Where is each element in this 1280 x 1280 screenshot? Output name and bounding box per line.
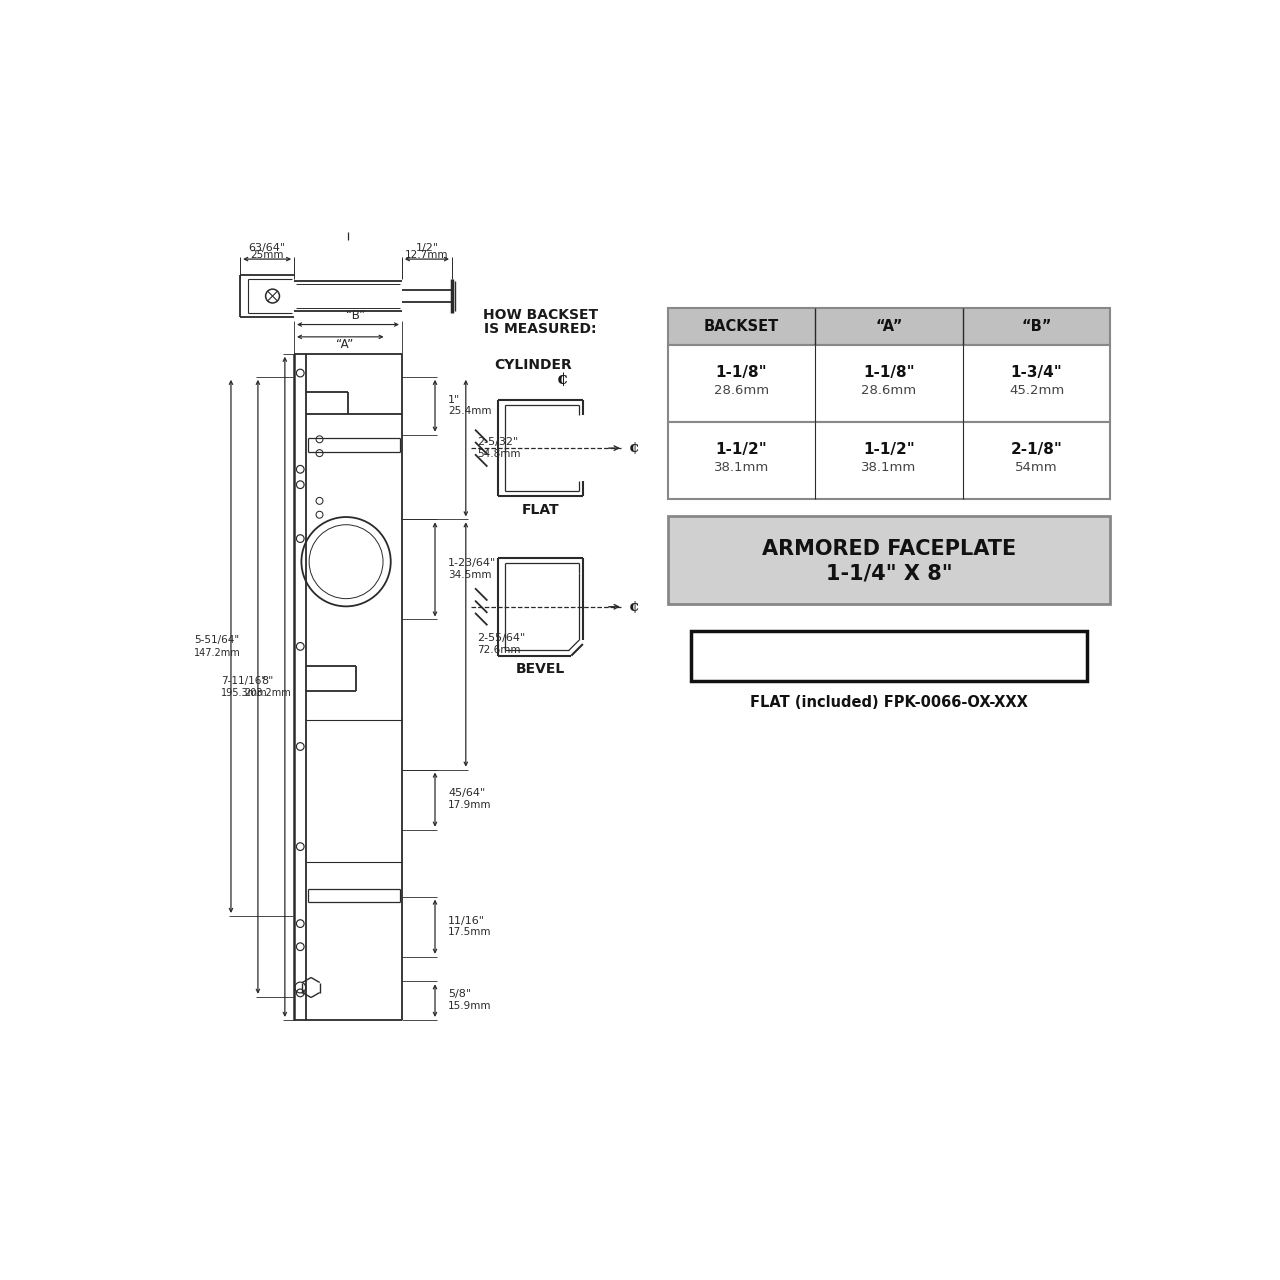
Text: IS MEASURED:: IS MEASURED: [484, 323, 596, 337]
Text: 38.1mm: 38.1mm [861, 461, 916, 475]
Text: ¢: ¢ [557, 371, 568, 388]
Text: “B”: “B” [346, 308, 365, 321]
Text: BACKSET: BACKSET [704, 319, 780, 334]
Text: 11/16": 11/16" [448, 915, 485, 925]
Text: ARMORED FACEPLATE: ARMORED FACEPLATE [762, 539, 1016, 559]
Text: 1-1/2": 1-1/2" [716, 442, 767, 457]
Text: 15.9mm: 15.9mm [448, 1001, 492, 1011]
Text: 1-1/2": 1-1/2" [863, 442, 915, 457]
Text: 63/64": 63/64" [248, 242, 285, 252]
Text: ¢: ¢ [628, 600, 640, 613]
Text: 28.6mm: 28.6mm [861, 384, 916, 397]
Text: 17.9mm: 17.9mm [448, 800, 492, 810]
Text: 203.2mm: 203.2mm [244, 687, 292, 698]
Text: “A”: “A” [876, 319, 902, 334]
Text: 1-3/4": 1-3/4" [1011, 365, 1062, 380]
Text: 54mm: 54mm [1015, 461, 1057, 475]
Text: 1-1/8": 1-1/8" [863, 365, 915, 380]
Text: 195.3mm: 195.3mm [220, 687, 268, 698]
Text: 25mm: 25mm [251, 250, 284, 260]
Text: FLAT: FLAT [522, 503, 559, 517]
Text: 5/8": 5/8" [448, 989, 471, 1000]
Bar [668, 344, 1110, 421]
Text: 2-1/8": 2-1/8" [1011, 442, 1062, 457]
Text: 5-51/64": 5-51/64" [195, 635, 239, 645]
Text: 28.6mm: 28.6mm [714, 384, 769, 397]
Text: 1-23/64": 1-23/64" [448, 558, 497, 568]
Bar [668, 421, 1110, 498]
Text: 45.2mm: 45.2mm [1009, 384, 1064, 397]
Text: 1-1/8": 1-1/8" [716, 365, 767, 380]
Text: FLAT (included) FPK-0066-OX-XXX: FLAT (included) FPK-0066-OX-XXX [750, 695, 1028, 710]
Text: 34.5mm: 34.5mm [448, 570, 492, 580]
Text: BEVEL: BEVEL [516, 663, 566, 677]
Text: 147.2mm: 147.2mm [193, 648, 241, 658]
Text: 45/64": 45/64" [448, 788, 485, 799]
Text: 38.1mm: 38.1mm [714, 461, 769, 475]
Text: 25.4mm: 25.4mm [448, 406, 492, 416]
Bar [668, 307, 1110, 344]
Text: HOW BACKSET: HOW BACKSET [483, 308, 598, 323]
Text: 7-11/16": 7-11/16" [221, 676, 266, 686]
Text: ¢: ¢ [628, 442, 640, 456]
Text: CYLINDER: CYLINDER [494, 358, 572, 372]
Bar [691, 631, 1087, 681]
Text: 54.8mm: 54.8mm [477, 448, 521, 458]
Text: 8": 8" [261, 676, 274, 686]
Text: 1/2": 1/2" [416, 242, 439, 252]
Text: 12.7mm: 12.7mm [406, 250, 449, 260]
Text: 2-5/32": 2-5/32" [477, 436, 518, 447]
Text: 1": 1" [448, 394, 461, 404]
Text: “A”: “A” [335, 338, 353, 351]
Text: 1-1/4" X 8": 1-1/4" X 8" [826, 563, 952, 584]
Text: 17.5mm: 17.5mm [448, 927, 492, 937]
Text: 72.6mm: 72.6mm [477, 645, 521, 655]
Text: “B”: “B” [1021, 319, 1052, 334]
Bar [668, 516, 1110, 604]
Text: 2-55/64": 2-55/64" [477, 634, 526, 644]
